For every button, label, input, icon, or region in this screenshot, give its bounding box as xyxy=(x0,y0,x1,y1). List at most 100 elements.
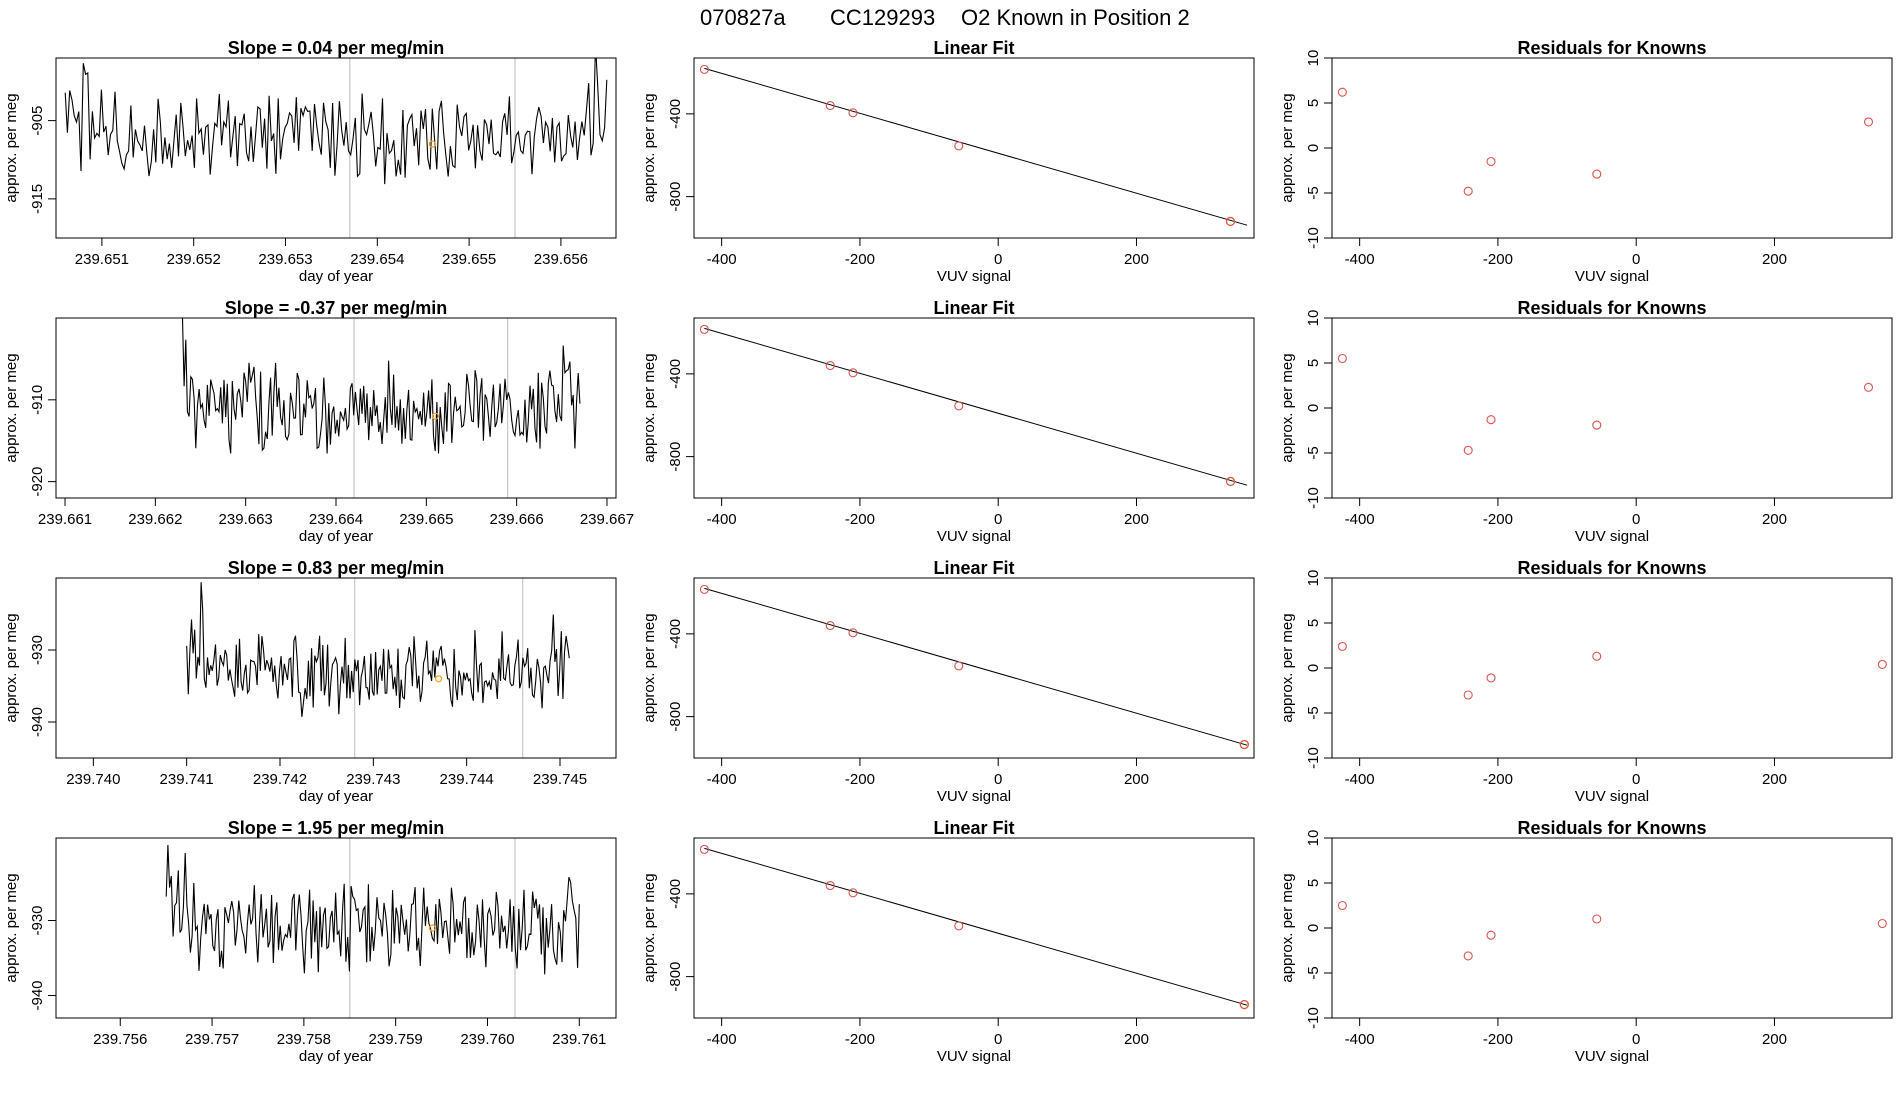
signal-trace xyxy=(186,582,570,717)
known-point xyxy=(825,101,835,111)
known-point xyxy=(848,628,858,638)
known-point xyxy=(1463,951,1473,961)
x-tick-label: 0 xyxy=(1632,1031,1640,1048)
panel-1-2: Linear Fit -400 -200 0 200 VUV signal -400 -800… xyxy=(641,38,1255,285)
x-tick-label: -200 xyxy=(845,251,875,268)
x-tick-label: 0 xyxy=(1632,511,1640,528)
y-tick-label: -400 xyxy=(667,359,684,389)
x-tick-label: -400 xyxy=(1345,771,1375,788)
x-tick-label: 239.665 xyxy=(399,511,453,528)
y-axis-label: approx. per meg xyxy=(3,93,20,202)
panel-title: Residuals for Knowns xyxy=(1517,558,1706,578)
plot-area xyxy=(699,584,1249,750)
known-point xyxy=(954,141,964,151)
panel-title: Slope = 1.95 per meg/min xyxy=(228,818,445,838)
x-tick-label: 239.745 xyxy=(533,771,587,788)
position-label: O2 Known in Position 2 xyxy=(961,5,1190,30)
x-tick-label: 0 xyxy=(1632,771,1640,788)
x-tick-label: 239.667 xyxy=(580,511,634,528)
y-axis-label: approx. per meg xyxy=(641,353,658,462)
y-axis-label: approx. per meg xyxy=(641,873,658,982)
x-tick-label: -400 xyxy=(707,1031,737,1048)
panel-title: Residuals for Knowns xyxy=(1517,818,1706,838)
plot-frame xyxy=(693,317,1255,499)
known-point xyxy=(1463,186,1473,196)
known-point xyxy=(848,368,858,378)
x-axis-label: day of year xyxy=(299,528,373,545)
x-axis-label: day of year xyxy=(299,788,373,805)
x-axis-label: VUV signal xyxy=(1575,528,1649,545)
known-point xyxy=(1592,651,1602,661)
x-tick-label: 239.656 xyxy=(534,251,588,268)
known-point xyxy=(1877,918,1887,929)
plot-area xyxy=(1337,87,1874,196)
x-tick-label: 239.757 xyxy=(185,1031,239,1048)
y-tick-label: -10 xyxy=(1305,227,1322,249)
known-point xyxy=(1225,476,1236,486)
x-tick-label: -200 xyxy=(1483,251,1513,268)
y-axis-label: approx. per meg xyxy=(1279,873,1296,982)
y-tick-label: -940 xyxy=(29,980,46,1010)
x-tick-label: 239.756 xyxy=(93,1031,147,1048)
y-tick-label: -400 xyxy=(667,879,684,909)
known-point xyxy=(1239,740,1249,750)
x-tick-label: -400 xyxy=(1345,251,1375,268)
known-point xyxy=(1592,169,1602,179)
plot-frame xyxy=(693,57,1255,239)
x-tick-label: 239.653 xyxy=(258,251,312,268)
known-point xyxy=(1463,690,1473,700)
run-id-label: 070827a xyxy=(700,5,786,30)
y-tick-label: -800 xyxy=(667,702,684,732)
panel-4-1: Slope = 1.95 per meg/min 239.756 239.757 23… xyxy=(3,818,617,1065)
y-axis-label: approx. per meg xyxy=(641,613,658,722)
x-tick-label: 239.664 xyxy=(309,511,363,528)
known-point xyxy=(1337,87,1347,97)
plot-area xyxy=(699,844,1249,1010)
x-axis-label: day of year xyxy=(299,268,373,285)
panel-3-2: Linear Fit -400 -200 0 200 VUV signal -400 -800… xyxy=(641,558,1255,805)
y-axis-label: approx. per meg xyxy=(3,353,20,462)
plot-area xyxy=(699,64,1248,227)
known-point xyxy=(1863,382,1874,392)
y-tick-label: -930 xyxy=(29,905,46,935)
fit-line xyxy=(704,847,1248,1006)
highlight-point xyxy=(431,412,439,420)
known-point xyxy=(848,888,858,898)
plot-frame xyxy=(1331,57,1893,239)
y-axis-label: approx. per meg xyxy=(1279,353,1296,462)
panel-title: Slope = -0.37 per meg/min xyxy=(225,298,448,318)
panel-2-2: Linear Fit -400 -200 0 200 VUV signal -400 -800… xyxy=(641,298,1255,545)
panel-1-3: Residuals for Knowns -400 -200 0 200 VUV sign… xyxy=(1279,38,1893,285)
x-tick-label: 200 xyxy=(1762,771,1787,788)
known-point xyxy=(1877,659,1887,669)
x-tick-label: -400 xyxy=(1345,511,1375,528)
known-point xyxy=(1486,415,1496,425)
y-tick-label: 10 xyxy=(1305,50,1322,67)
fit-line xyxy=(704,327,1248,486)
plot-area xyxy=(186,578,570,758)
known-point xyxy=(1337,353,1347,364)
x-tick-label: 239.655 xyxy=(442,251,496,268)
panel-3-3: Residuals for Knowns -400 -200 0 200 VUV sign… xyxy=(1279,558,1893,805)
x-tick-label: 239.758 xyxy=(277,1031,331,1048)
known-point xyxy=(1486,930,1496,940)
known-point xyxy=(699,64,709,74)
x-axis-label: VUV signal xyxy=(1575,268,1649,285)
y-tick-label: -5 xyxy=(1305,446,1322,459)
known-point xyxy=(699,584,709,594)
panel-2-3: Residuals for Knowns -400 -200 0 200 VUV sign… xyxy=(1279,298,1893,545)
panel-title: Slope = 0.04 per meg/min xyxy=(228,38,445,58)
known-point xyxy=(699,324,709,334)
panel-title: Linear Fit xyxy=(933,298,1014,318)
x-tick-label: 239.651 xyxy=(75,251,129,268)
x-tick-label: 0 xyxy=(994,251,1002,268)
plot-frame xyxy=(55,837,617,1019)
x-axis-label: VUV signal xyxy=(937,1048,1011,1065)
panel-1-1: Slope = 0.04 per meg/min 239.651 239.652 23… xyxy=(3,38,617,285)
panel-title: Linear Fit xyxy=(933,558,1014,578)
x-tick-label: 200 xyxy=(1124,251,1149,268)
y-tick-label: 10 xyxy=(1305,570,1322,587)
known-point xyxy=(1486,673,1496,683)
known-point xyxy=(825,621,835,631)
y-tick-label: -5 xyxy=(1305,186,1322,199)
